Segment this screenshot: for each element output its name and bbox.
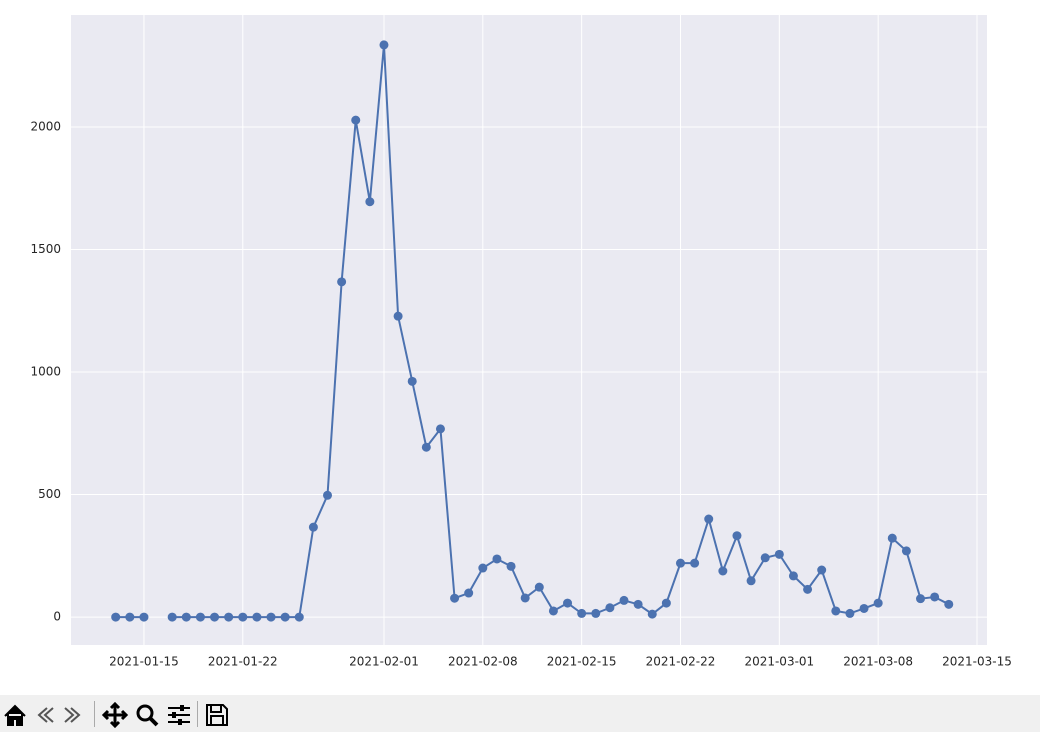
marker xyxy=(887,533,897,543)
separator xyxy=(94,701,95,727)
x-tick-label: 2021-03-15 xyxy=(942,655,1012,669)
marker xyxy=(492,554,502,564)
marker xyxy=(845,608,855,618)
x-tick-label: 2021-02-08 xyxy=(448,655,518,669)
marker xyxy=(859,603,869,613)
marker xyxy=(421,442,431,452)
marker xyxy=(548,606,558,616)
marker xyxy=(407,376,417,386)
x-tick-label: 2021-01-22 xyxy=(208,655,278,669)
marker xyxy=(238,612,248,622)
marker xyxy=(125,612,135,622)
marker xyxy=(266,612,276,622)
pan-button[interactable] xyxy=(101,702,129,728)
marker xyxy=(534,582,544,592)
marker xyxy=(718,566,728,576)
y-tick-label: 2000 xyxy=(30,119,61,133)
marker xyxy=(167,612,177,622)
marker xyxy=(450,593,460,603)
marker xyxy=(675,558,685,568)
marker xyxy=(605,603,615,613)
marker xyxy=(647,609,657,619)
marker xyxy=(746,576,756,586)
marker xyxy=(619,595,629,605)
marker xyxy=(294,612,304,622)
marker xyxy=(464,588,474,598)
marker xyxy=(633,599,643,609)
zoom-button[interactable] xyxy=(133,702,161,728)
marker xyxy=(788,571,798,581)
plot-area xyxy=(71,15,987,645)
marker xyxy=(704,514,714,524)
marker xyxy=(351,115,361,125)
marker xyxy=(944,599,954,609)
back-button[interactable] xyxy=(31,702,57,728)
marker xyxy=(916,594,926,604)
x-tick-label: 2021-02-15 xyxy=(547,655,617,669)
marker xyxy=(732,531,742,541)
marker xyxy=(577,608,587,618)
marker xyxy=(323,490,333,500)
marker xyxy=(308,522,318,532)
marker xyxy=(817,565,827,575)
marker xyxy=(181,612,191,622)
marker xyxy=(930,592,940,602)
marker xyxy=(435,424,445,434)
chart: 0 500 1000 1500 2000 2021-01-15 2021-01-22 2021… xyxy=(30,15,1012,669)
y-tick-label: 0 xyxy=(53,610,61,624)
marker xyxy=(506,561,516,571)
marker xyxy=(252,612,262,622)
forward-button[interactable] xyxy=(61,702,87,728)
x-tick-label: 2021-01-15 xyxy=(109,655,179,669)
x-tick-label: 2021-02-01 xyxy=(349,655,419,669)
marker xyxy=(139,612,149,622)
marker xyxy=(591,608,601,618)
toolbar xyxy=(0,695,1040,732)
y-tick-label: 1500 xyxy=(30,242,61,256)
y-tick-label: 1000 xyxy=(30,365,61,379)
x-tick-label: 2021-03-08 xyxy=(843,655,913,669)
marker xyxy=(393,311,403,321)
marker xyxy=(365,197,375,207)
marker xyxy=(901,546,911,556)
marker xyxy=(690,558,700,568)
marker xyxy=(831,606,841,616)
home-button[interactable] xyxy=(2,702,28,728)
marker xyxy=(224,612,234,622)
y-tick-label: 500 xyxy=(38,487,61,501)
marker xyxy=(520,593,530,603)
x-tick-label: 2021-02-22 xyxy=(646,655,716,669)
marker xyxy=(111,612,121,622)
marker xyxy=(280,612,290,622)
marker xyxy=(803,584,813,594)
marker xyxy=(774,549,784,559)
separator xyxy=(197,701,198,727)
marker xyxy=(760,553,770,563)
marker xyxy=(563,598,573,608)
marker xyxy=(873,598,883,608)
marker xyxy=(661,598,671,608)
marker xyxy=(337,277,347,287)
x-tick-label: 2021-03-01 xyxy=(744,655,814,669)
save-button[interactable] xyxy=(203,702,231,728)
marker xyxy=(379,40,389,50)
configure-button[interactable] xyxy=(165,702,193,728)
marker xyxy=(210,612,220,622)
marker xyxy=(478,563,488,573)
marker xyxy=(195,612,205,622)
